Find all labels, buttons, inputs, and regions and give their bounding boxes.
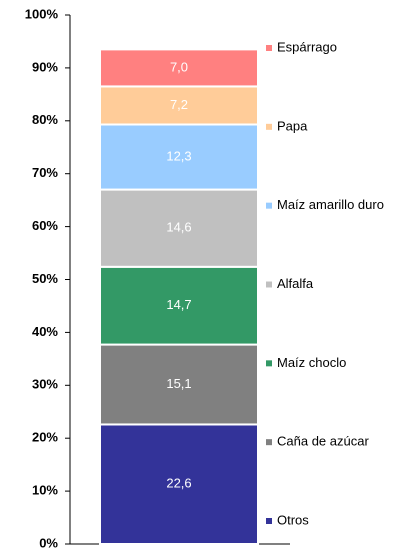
legend-label: Otros	[277, 512, 309, 527]
y-tick-label: 70%	[32, 165, 58, 180]
legend-label: Espárrago	[277, 39, 337, 54]
legend-swatch	[266, 45, 272, 51]
y-tick-label: 40%	[32, 324, 58, 339]
y-tick-label: 10%	[32, 483, 58, 498]
y-tick-label: 80%	[32, 112, 58, 127]
y-tick-label: 100%	[25, 6, 59, 21]
bar-segment	[99, 85, 259, 126]
data-label: 15,1	[166, 376, 191, 391]
bar-segment	[99, 423, 259, 546]
y-tick-label: 0%	[39, 535, 58, 550]
data-label: 22,6	[166, 476, 191, 491]
legend-swatch	[266, 281, 272, 288]
legend-label: Caña de azúcar	[277, 434, 369, 449]
y-tick-label: 20%	[32, 430, 58, 445]
y-tick-label: 90%	[32, 59, 58, 74]
legend-label: Maíz choclo	[277, 355, 346, 370]
y-tick-label: 50%	[32, 271, 58, 286]
data-label: 7,2	[170, 97, 188, 112]
legend-swatch	[266, 123, 272, 130]
bar-segment	[99, 188, 259, 268]
legend-swatch	[266, 202, 272, 209]
data-label: 14,7	[166, 297, 191, 312]
bar-segment	[99, 343, 259, 426]
data-label: 7,0	[170, 59, 188, 74]
y-tick-label: 60%	[32, 218, 58, 233]
bar-segment	[99, 123, 259, 191]
bar-segment	[99, 48, 259, 88]
data-label: 14,6	[166, 220, 191, 235]
legend-label: Alfalfa	[277, 276, 314, 291]
legend-swatch	[266, 439, 272, 446]
y-tick-label: 30%	[32, 377, 58, 392]
legend-swatch	[266, 360, 272, 367]
legend-label: Maíz amarillo duro	[277, 197, 384, 212]
legend-swatch	[266, 518, 272, 524]
legend-label: Papa	[277, 118, 308, 133]
data-label: 12,3	[166, 148, 191, 163]
bar-segment	[99, 265, 259, 346]
